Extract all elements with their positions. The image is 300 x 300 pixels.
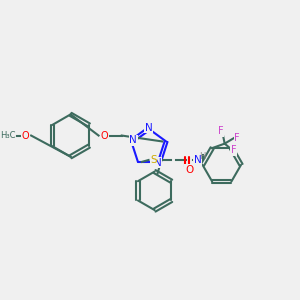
Text: O: O: [100, 130, 108, 140]
Text: N: N: [154, 158, 161, 168]
Text: S: S: [150, 155, 157, 165]
Text: N: N: [129, 136, 137, 146]
Text: H₃C: H₃C: [0, 131, 16, 140]
Text: F: F: [230, 146, 236, 155]
Text: F: F: [234, 133, 240, 143]
Text: N: N: [145, 123, 153, 133]
Text: F: F: [218, 126, 224, 136]
Text: H: H: [199, 152, 206, 160]
Text: N: N: [194, 155, 202, 165]
Text: O: O: [22, 130, 29, 140]
Text: O: O: [185, 165, 193, 175]
